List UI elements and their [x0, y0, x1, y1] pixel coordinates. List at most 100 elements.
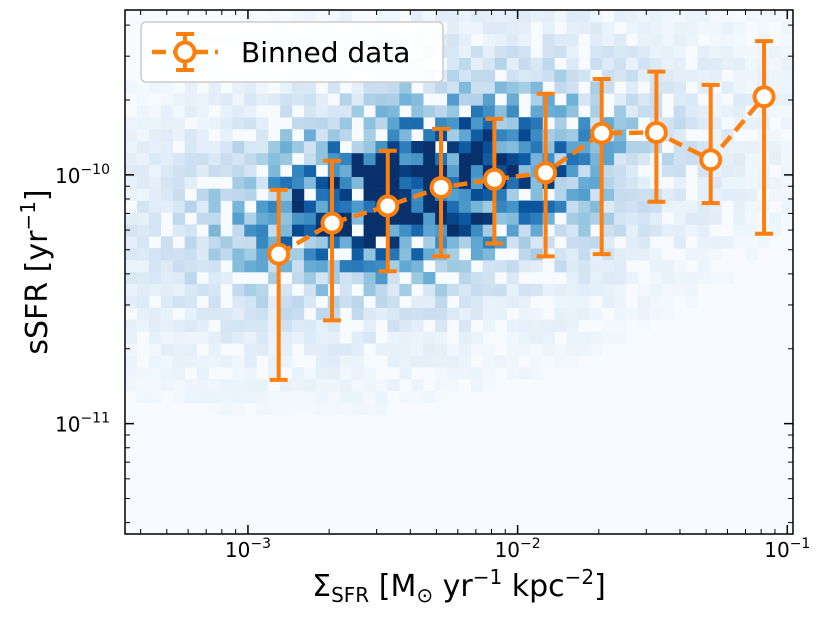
heatmap-cell — [375, 403, 388, 416]
heatmap-cell — [256, 307, 269, 320]
heatmap-cell — [530, 105, 543, 118]
heatmap-cell — [244, 343, 257, 356]
heatmap-cell — [411, 295, 424, 309]
heatmap-cell — [470, 81, 484, 94]
heatmap-cell — [566, 10, 579, 23]
heatmap-cell — [303, 295, 317, 309]
heatmap-cell — [661, 152, 675, 166]
heatmap-cell — [351, 93, 364, 106]
heatmap-cell — [208, 272, 221, 285]
heatmap-cell — [399, 212, 412, 225]
heatmap-cell — [339, 355, 352, 368]
heatmap-cell — [566, 272, 579, 285]
heatmap-cell — [136, 93, 150, 106]
heatmap-cell — [363, 331, 376, 344]
heatmap-cell — [232, 93, 245, 106]
y-tick-label: 10−10 — [55, 162, 110, 188]
heatmap-cell — [220, 117, 233, 130]
heatmap-cell — [566, 200, 579, 213]
heatmap-cell — [578, 93, 591, 106]
heatmap-cell — [530, 283, 543, 297]
heatmap-cell — [566, 57, 579, 70]
heatmap-cell — [160, 379, 174, 392]
heatmap-cell — [351, 164, 364, 178]
heatmap-cell — [339, 176, 352, 189]
heatmap-cell — [470, 212, 484, 225]
heatmap-cell — [721, 164, 734, 178]
heatmap-cell — [709, 45, 722, 58]
heatmap-cell — [136, 200, 150, 213]
heatmap-cell — [292, 141, 305, 154]
heatmap-cell — [148, 188, 162, 201]
heatmap-cell — [447, 212, 460, 225]
heatmap-cell — [339, 200, 352, 213]
heatmap-cell — [184, 81, 197, 94]
data-point — [534, 161, 558, 185]
heatmap-cell — [208, 260, 221, 273]
heatmap-cell — [721, 236, 734, 249]
heatmap-cell — [482, 69, 496, 82]
heatmap-cell — [292, 188, 305, 201]
heatmap-cell — [399, 248, 412, 261]
heatmap-cell — [256, 248, 269, 261]
heatmap-cell — [470, 188, 484, 201]
heatmap-cell — [172, 188, 185, 201]
heatmap-cell — [172, 283, 185, 297]
heatmap-cell — [244, 367, 257, 380]
heatmap-cell — [136, 295, 150, 309]
heatmap-cell — [614, 152, 627, 166]
heatmap-cell — [459, 355, 472, 368]
heatmap-cell — [339, 164, 352, 178]
heatmap-cell — [506, 260, 519, 273]
heatmap-cell — [685, 69, 698, 82]
heatmap-cell — [518, 295, 531, 309]
heatmap-cell — [196, 248, 209, 261]
heatmap-cell — [339, 403, 352, 416]
heatmap-cell — [303, 319, 317, 332]
heatmap-cell — [626, 188, 639, 201]
error-bar — [755, 39, 774, 236]
heatmap-cell — [292, 295, 305, 309]
heatmap-cell — [208, 117, 221, 130]
heatmap-cell — [518, 45, 531, 58]
heatmap-cell — [303, 391, 317, 404]
heatmap-cell — [244, 224, 257, 237]
heatmap-cell — [482, 307, 496, 320]
heatmap-cell — [232, 260, 245, 273]
heatmap-cell — [148, 343, 162, 356]
heatmap-cell — [447, 117, 460, 130]
heatmap-cell — [733, 152, 746, 166]
heatmap-cell — [482, 295, 496, 309]
heatmap-cell — [435, 355, 448, 368]
heatmap-cell — [566, 307, 579, 320]
heatmap-cell — [661, 21, 675, 35]
heatmap-cell — [459, 45, 472, 58]
heatmap-cell — [614, 224, 627, 237]
heatmap-cell — [637, 45, 651, 58]
heatmap-cell — [148, 81, 162, 94]
heatmap-cell — [614, 176, 627, 189]
heatmap-cell — [351, 272, 364, 285]
heatmap-cell — [363, 391, 376, 404]
heatmap-cell — [745, 117, 758, 130]
heatmap-cell — [315, 236, 329, 249]
heatmap-cell — [423, 200, 436, 213]
heatmap-cell — [148, 164, 162, 178]
heatmap-cell — [459, 307, 472, 320]
heatmap-cell — [351, 248, 364, 261]
heatmap-cell — [554, 355, 567, 368]
heatmap-cell — [566, 248, 579, 261]
heatmap-cell — [136, 391, 150, 404]
heatmap-cell — [566, 105, 579, 118]
heatmap-cell — [578, 331, 591, 344]
heatmap-cell — [268, 93, 281, 106]
heatmap-cell — [256, 343, 269, 356]
heatmap-cell — [661, 260, 675, 273]
heatmap-cell — [136, 129, 150, 142]
heatmap-cell — [339, 272, 352, 285]
heatmap-cell — [637, 236, 651, 249]
heatmap-cell — [709, 10, 722, 23]
heatmap-cell — [125, 343, 138, 356]
heatmap-cell — [602, 164, 615, 178]
heatmap-cell — [244, 152, 257, 166]
